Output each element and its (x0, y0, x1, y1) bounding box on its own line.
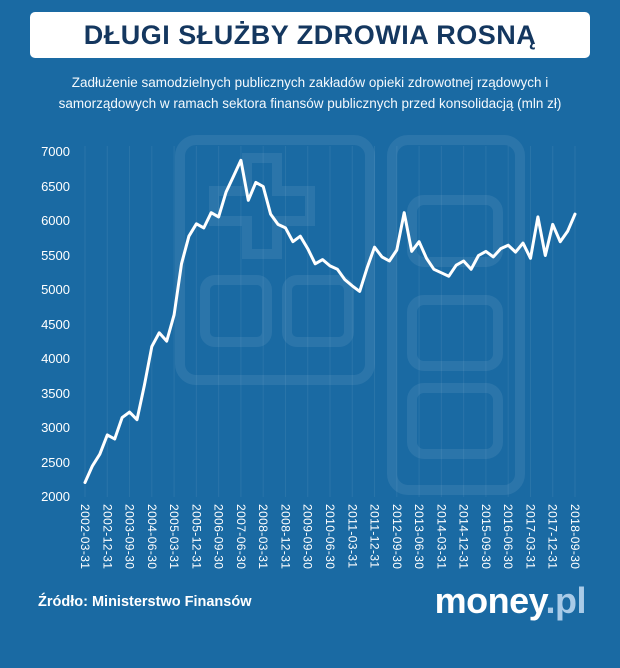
y-tick-label: 2000 (41, 489, 70, 504)
x-tick-label: 2016-06-30 (501, 504, 516, 570)
y-tick-label: 2500 (41, 454, 70, 470)
x-tick-label: 2002-12-31 (100, 504, 115, 570)
moneypl-logo: money.pl (434, 580, 587, 622)
x-tick-label: 2018-09-30 (568, 504, 582, 570)
y-tick-label: 6500 (41, 178, 70, 194)
x-tick-label: 2003-09-30 (122, 504, 137, 570)
y-tick-label: 3500 (41, 385, 70, 401)
page-title: DŁUGI SŁUŻBY ZDROWIA ROSNĄ (83, 19, 537, 50)
y-tick-label: 4000 (41, 351, 70, 366)
chart-subtitle: Zadłużenie samodzielnych publicznych zak… (20, 72, 600, 114)
x-tick-label: 2005-03-31 (167, 504, 182, 570)
x-tick-label: 2014-12-31 (456, 504, 471, 570)
logo-money-text: money (434, 580, 546, 621)
x-tick-label: 2009-09-30 (300, 504, 315, 570)
y-tick-label: 6000 (41, 213, 70, 228)
x-tick-label: 2017-03-31 (523, 504, 538, 570)
watermark-cross-icon (209, 153, 315, 259)
watermark-window (200, 275, 272, 347)
x-tick-label: 2002-03-31 (78, 504, 92, 570)
x-tick-label: 2008-03-31 (256, 504, 271, 570)
chart-subtitle-line2: samorządowych w ramach sektora finansów … (58, 96, 562, 111)
watermark-tower (387, 135, 525, 495)
x-tick-label: 2007-06-30 (233, 504, 248, 570)
x-tick-label: 2004-06-30 (144, 504, 159, 570)
x-tick-label: 2013-06-30 (412, 504, 427, 570)
x-tick-label: 2005-12-31 (189, 504, 204, 570)
debt-series-line (83, 158, 577, 484)
x-tick-label: 2012-09-30 (389, 504, 404, 570)
watermark-window (407, 383, 503, 459)
x-tick-label: 2011-12-31 (367, 504, 382, 569)
x-tick-label: 2011-03-31 (345, 504, 360, 569)
x-tick-label: 2017-12-31 (545, 504, 560, 570)
x-tick-label: 2006-09-30 (211, 504, 226, 570)
source-text: Źródło: Ministerstwo Finansów (38, 594, 252, 610)
y-tick-label: 4500 (41, 316, 70, 332)
y-tick-label: 7000 (41, 144, 70, 159)
x-tick-label: 2008-12-31 (278, 504, 293, 570)
y-tick-label: 5000 (41, 282, 70, 297)
logo-pl-text: .pl (545, 580, 587, 621)
y-tick-label: 3000 (41, 420, 70, 435)
watermark-main-building (175, 135, 375, 385)
watermark-window (407, 195, 503, 267)
x-tick-label: 2014-03-31 (434, 504, 449, 570)
x-tick-label: 2015-09-30 (478, 504, 493, 570)
watermark-window (407, 295, 503, 371)
y-tick-label: 5500 (41, 247, 70, 263)
chart-subtitle-line1: Zadłużenie samodzielnych publicznych zak… (71, 75, 549, 90)
watermark-window (282, 275, 354, 347)
title-box: DŁUGI SŁUŻBY ZDROWIA ROSNĄ (30, 12, 590, 58)
source-note: Źródło: Ministerstwo Finansów (38, 594, 251, 610)
x-tick-label: 2010-06-30 (323, 504, 337, 570)
